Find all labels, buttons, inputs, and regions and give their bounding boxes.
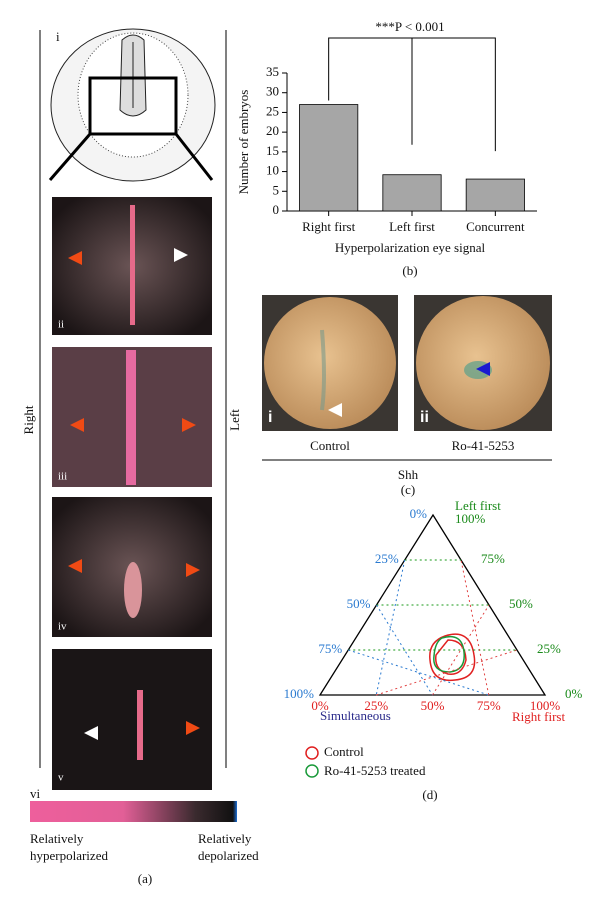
tick-label: 0%: [311, 698, 329, 713]
legend-label: Ro-41-5253 treated: [324, 763, 426, 778]
panel-c: i ii Control Ro-41-5253 Shh (c): [262, 295, 552, 497]
y-tick-label: 35: [266, 64, 279, 79]
color-bar: [30, 801, 237, 822]
panel-label: ii: [58, 319, 64, 331]
caption: (a): [138, 871, 152, 886]
gene-label: Shh: [398, 467, 419, 482]
condition-label: Ro-41-5253: [452, 438, 515, 453]
grid-line: [460, 559, 490, 696]
y-tick-label: 30: [266, 84, 279, 99]
tick-label: 100%: [530, 698, 561, 713]
grid-line: [432, 604, 490, 696]
panel-label: iii: [58, 471, 67, 483]
tick-label: 0%: [565, 686, 583, 701]
caption: (d): [422, 787, 437, 802]
vertex-label: Right first: [512, 709, 565, 724]
panel-label: v: [58, 772, 64, 784]
tick-label: 50%: [421, 698, 445, 713]
side-label: Right: [21, 405, 36, 434]
side-label: Left: [227, 409, 242, 431]
caption: (c): [401, 482, 415, 497]
scale-label: depolarized: [198, 848, 259, 863]
y-tick-label: 25: [266, 103, 279, 118]
y-tick-label: 10: [266, 163, 279, 178]
bar: [382, 174, 442, 212]
tick-label: 75%: [477, 698, 501, 713]
panel-label: vi: [30, 786, 41, 801]
scale-label: Relatively: [198, 831, 252, 846]
tick-label: 75%: [481, 551, 505, 566]
vertex-label: Left first: [455, 498, 501, 513]
x-tick-label: Concurrent: [466, 219, 525, 234]
tick-label: 0%: [410, 506, 428, 521]
y-tick-label: 15: [266, 143, 279, 158]
tick-label: 25%: [375, 551, 399, 566]
x-axis-label: Hyperpolarization eye signal: [335, 240, 486, 255]
bar: [299, 104, 359, 212]
tick-label: 25%: [537, 641, 561, 656]
x-tick-label: Right first: [302, 219, 355, 234]
legend-label: Control: [324, 744, 364, 759]
y-tick-label: 0: [273, 202, 280, 217]
y-axis-label: Number of embryos: [236, 90, 251, 195]
panel-a: Right Left i ii iii iv v vi Relatively h…: [21, 28, 259, 886]
bar: [465, 178, 525, 212]
y-tick-label: 20: [266, 123, 279, 138]
panel-label: ii: [420, 409, 429, 426]
panel-d: Left first Simultaneous Right first Cont…: [284, 498, 583, 802]
tick-label: 50%: [509, 596, 533, 611]
tick-label: 50%: [347, 596, 371, 611]
panel-b: ***P < 0.001 Number of embryos Hyperpola…: [236, 19, 537, 278]
y-tick-label: 5: [273, 182, 280, 197]
vertex-label: Simultaneous: [320, 708, 391, 723]
scale-label: Relatively: [30, 831, 84, 846]
tick-label: 75%: [318, 641, 342, 656]
x-tick-label: Left first: [389, 219, 435, 234]
condition-label: Control: [310, 438, 350, 453]
tick-label: 100%: [284, 686, 315, 701]
scale-label: hyperpolarized: [30, 848, 108, 863]
annotation: ***P < 0.001: [375, 19, 444, 34]
panel-label: i: [268, 409, 272, 426]
panel-label: iv: [58, 621, 67, 633]
grid-line: [348, 649, 489, 696]
panel-label: i: [56, 29, 60, 44]
caption: (b): [402, 263, 417, 278]
tick-label: 100%: [455, 511, 486, 526]
tick-label: 25%: [364, 698, 388, 713]
